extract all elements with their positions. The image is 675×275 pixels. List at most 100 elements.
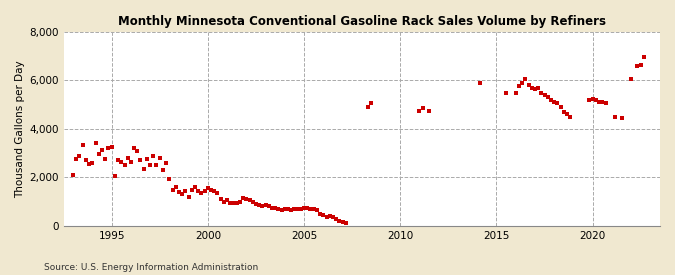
Point [545,98,556,102]
Point [161,161,171,165]
Point [308,207,319,211]
Point [206,187,217,192]
Point [562,112,572,117]
Point [616,116,627,120]
Point [186,187,197,192]
Point [523,83,534,87]
Point [302,206,313,211]
Point [639,55,649,60]
Point [93,152,104,156]
Point [263,204,274,209]
Point [78,142,88,147]
Point [312,208,323,212]
Point [424,109,435,113]
Point [100,157,111,161]
Point [103,146,114,150]
Point [273,207,284,211]
Point [267,205,277,210]
Point [109,174,120,178]
Point [167,187,178,192]
Point [321,214,332,219]
Point [155,156,165,160]
Point [584,98,595,102]
Point [283,207,294,211]
Point [324,214,335,218]
Point [142,157,153,161]
Point [215,197,226,201]
Point [144,163,155,167]
Point [536,90,547,95]
Point [97,147,107,152]
Point [241,197,252,201]
Point [510,90,521,95]
Point [501,90,512,95]
Point [298,205,309,210]
Point [135,158,146,163]
Point [196,191,207,195]
Point [414,109,425,113]
Point [138,167,149,171]
Point [212,191,223,195]
Point [132,148,142,153]
Point [276,208,287,212]
Point [539,93,550,97]
Point [254,203,265,207]
Point [238,196,248,200]
Point [289,207,300,211]
Point [632,64,643,68]
Point [549,100,560,104]
Point [71,157,82,161]
Point [514,84,524,89]
Point [84,162,95,166]
Point [533,86,543,90]
Point [235,199,246,204]
Point [286,208,296,212]
Point [119,163,130,167]
Point [305,207,316,211]
Point [157,168,168,172]
Point [597,100,608,104]
Point [74,153,85,158]
Point [221,198,232,203]
Point [190,185,200,189]
Point [587,97,598,101]
Point [126,160,136,164]
Point [80,158,91,163]
Point [113,158,124,163]
Point [529,87,540,91]
Y-axis label: Thousand Gallons per Day: Thousand Gallons per Day [15,60,25,198]
Point [87,161,98,165]
Point [202,186,213,191]
Title: Monthly Minnesota Conventional Gasoline Rack Sales Volume by Refiners: Monthly Minnesota Conventional Gasoline … [117,15,605,28]
Point [199,189,210,193]
Point [610,115,620,119]
Point [315,212,325,216]
Point [296,207,306,211]
Point [558,110,569,114]
Point [129,146,140,150]
Point [520,77,531,81]
Point [116,160,127,164]
Point [257,204,268,209]
Point [244,198,255,203]
Point [193,189,204,193]
Point [366,101,377,106]
Point [260,203,271,207]
Point [232,201,242,205]
Point [626,77,637,81]
Point [90,141,101,146]
Point [565,115,576,119]
Point [593,100,604,104]
Point [164,177,175,181]
Point [334,219,345,223]
Point [543,95,554,100]
Point [591,98,601,102]
Point [173,190,184,194]
Point [331,217,342,221]
Point [417,106,428,111]
Point [219,199,230,204]
Point [526,86,537,90]
Point [337,220,348,224]
Point [148,153,159,158]
Point [250,202,261,206]
